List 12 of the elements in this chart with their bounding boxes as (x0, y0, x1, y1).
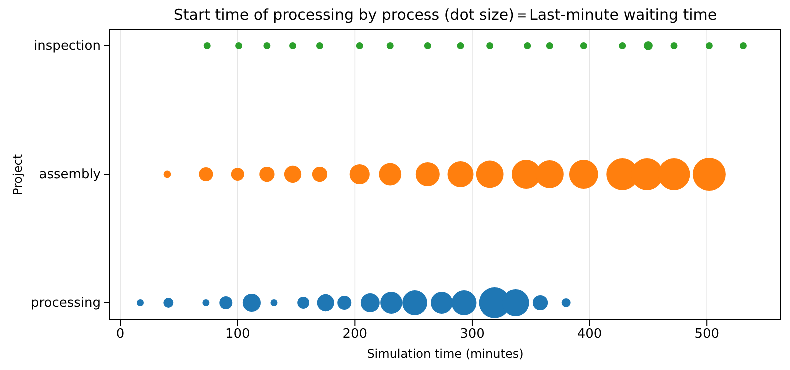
x-tick-label: 200 (342, 327, 368, 342)
chart-title: Start time of processing by process (dot size)＝Last-minute waiting time (174, 6, 718, 24)
x-tick-label: 500 (694, 327, 720, 342)
x-tick-label: 300 (460, 327, 485, 342)
x-tick-label: 100 (225, 327, 250, 342)
y-tick-label: assembly (39, 168, 102, 183)
y-tick-label: processing (30, 296, 101, 312)
y-axis-title: Project (11, 154, 25, 196)
x-tick-label: 400 (577, 327, 602, 342)
y-tick-label: inspection (34, 39, 101, 54)
x-axis-title: Simulation time (minutes) (367, 347, 524, 361)
x-tick-label: 0 (116, 327, 125, 342)
